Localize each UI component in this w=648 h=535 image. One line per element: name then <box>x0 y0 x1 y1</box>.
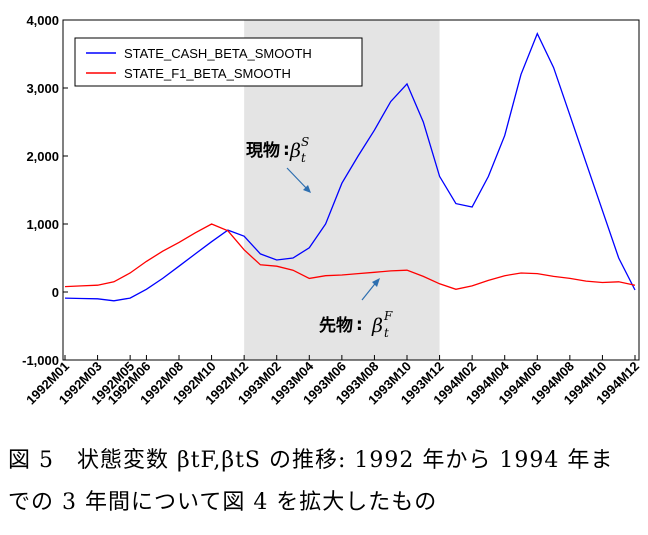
annotation-futures-label: 先物 <box>319 315 353 336</box>
annotation-spot-sup: S <box>301 135 309 149</box>
annotation-futures-colon: : <box>356 315 363 335</box>
annotation-spot-arrowhead <box>303 185 311 193</box>
y-tick-label: 3,000 <box>26 81 59 96</box>
series-line-cash <box>64 31 636 302</box>
y-tick-label: 2,000 <box>26 149 59 164</box>
legend-label-cash: STATE_CASH_BETA_SMOOTH <box>124 46 312 61</box>
annotation-futures: 先物 : β F t <box>319 278 393 340</box>
y-tick-label: -1,000 <box>22 353 59 368</box>
y-tick-label: 1,000 <box>26 217 59 232</box>
legend-box <box>74 37 363 87</box>
figure-caption: 図 5 状態変数 βtF,βtS の推移: 1992 年から 1994 年ま で… <box>8 440 640 524</box>
annotation-futures-sup: F <box>383 309 393 323</box>
annotation-spot-colon: : <box>283 140 290 160</box>
annotation-spot: 現物 : β S t <box>246 135 311 193</box>
caption-line-2: での 3 年間について図 4 を拡大したもの <box>8 490 438 515</box>
annotation-spot-beta: β <box>289 140 301 162</box>
annotation-spot-sub: t <box>301 151 306 165</box>
y-tick-label: 0 <box>52 285 59 300</box>
annotation-spot-label: 現物 <box>246 140 280 161</box>
caption-line-1: 図 5 状態変数 βtF,βtS の推移: 1992 年から 1994 年ま <box>8 448 614 473</box>
annotation-futures-sub: t <box>384 326 389 340</box>
legend-label-f1: STATE_F1_BETA_SMOOTH <box>124 66 291 81</box>
annotation-spot-arrow <box>286 167 310 192</box>
series-line-f1 <box>64 223 636 290</box>
y-tick-label: 4,000 <box>26 13 59 28</box>
annotation-futures-arrowhead <box>372 278 380 287</box>
legend: STATE_CASH_BETA_SMOOTH STATE_F1_BETA_SMO… <box>74 37 363 87</box>
annotation-futures-beta: β <box>371 315 383 337</box>
plot-frame <box>62 19 640 361</box>
